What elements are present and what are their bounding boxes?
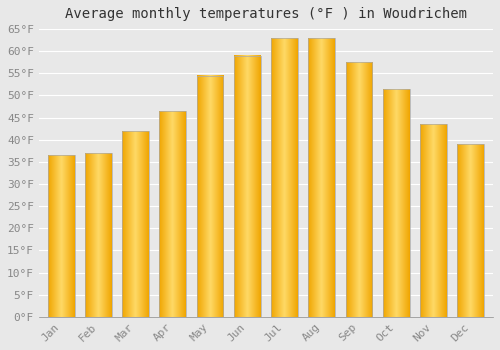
Title: Average monthly temperatures (°F ) in Woudrichem: Average monthly temperatures (°F ) in Wo… (65, 7, 467, 21)
Bar (346, 62, 372, 317)
Bar (271, 38, 298, 317)
Bar (420, 124, 447, 317)
Bar (122, 131, 149, 317)
Bar (383, 89, 409, 317)
Bar (458, 144, 484, 317)
Bar (196, 76, 224, 317)
Bar (48, 155, 74, 317)
Bar (234, 56, 260, 317)
Bar (85, 153, 112, 317)
Bar (160, 111, 186, 317)
Bar (308, 38, 335, 317)
